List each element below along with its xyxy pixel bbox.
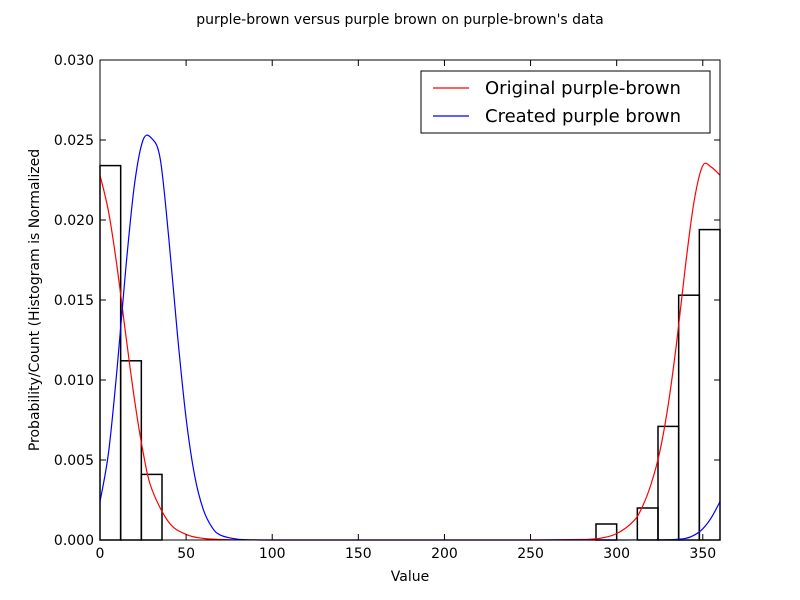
x-tick-label: 350 <box>689 546 716 562</box>
legend-label: Original purple-brown <box>485 78 681 99</box>
x-tick-label: 50 <box>177 546 195 562</box>
series-line-original <box>99 162 721 541</box>
x-tick-label: 250 <box>517 546 544 562</box>
x-tick-label: 100 <box>259 546 286 562</box>
histogram-bars <box>99 164 721 541</box>
x-tick-label: 0 <box>96 546 105 562</box>
y-tick-label: 0.025 <box>54 133 94 149</box>
y-tick-label: 0.005 <box>54 453 94 469</box>
histogram-bar <box>119 360 143 541</box>
histogram-bar <box>698 228 721 541</box>
legend: Original purple-brown Created purple brow… <box>420 70 711 134</box>
y-tick-label: 0.000 <box>54 533 94 549</box>
y-tick-label: 0.010 <box>54 373 94 389</box>
legend-label: Created purple brown <box>485 106 681 127</box>
y-tick-label: 0.030 <box>54 53 94 69</box>
legend-box <box>420 70 711 134</box>
histogram-bar <box>636 507 659 541</box>
x-axis-title: Value <box>391 569 429 585</box>
y-tick-label: 0.015 <box>54 293 94 309</box>
series-lines <box>99 134 721 541</box>
y-axis-title: Probability/Count (Histogram is Normaliz… <box>27 149 43 451</box>
series-line-created <box>99 134 721 541</box>
x-tick-label: 200 <box>431 546 458 562</box>
axis-ticks: 0 50 100 150 200 250 300 350 0.000 0.005 0.010 0.01… <box>54 53 720 562</box>
y-tick-label: 0.020 <box>54 213 94 229</box>
histogram-bar <box>677 294 701 541</box>
chart-title: purple-brown versus purple brown on purp… <box>196 12 603 28</box>
x-tick-label: 300 <box>603 546 630 562</box>
x-tick-label: 150 <box>345 546 372 562</box>
